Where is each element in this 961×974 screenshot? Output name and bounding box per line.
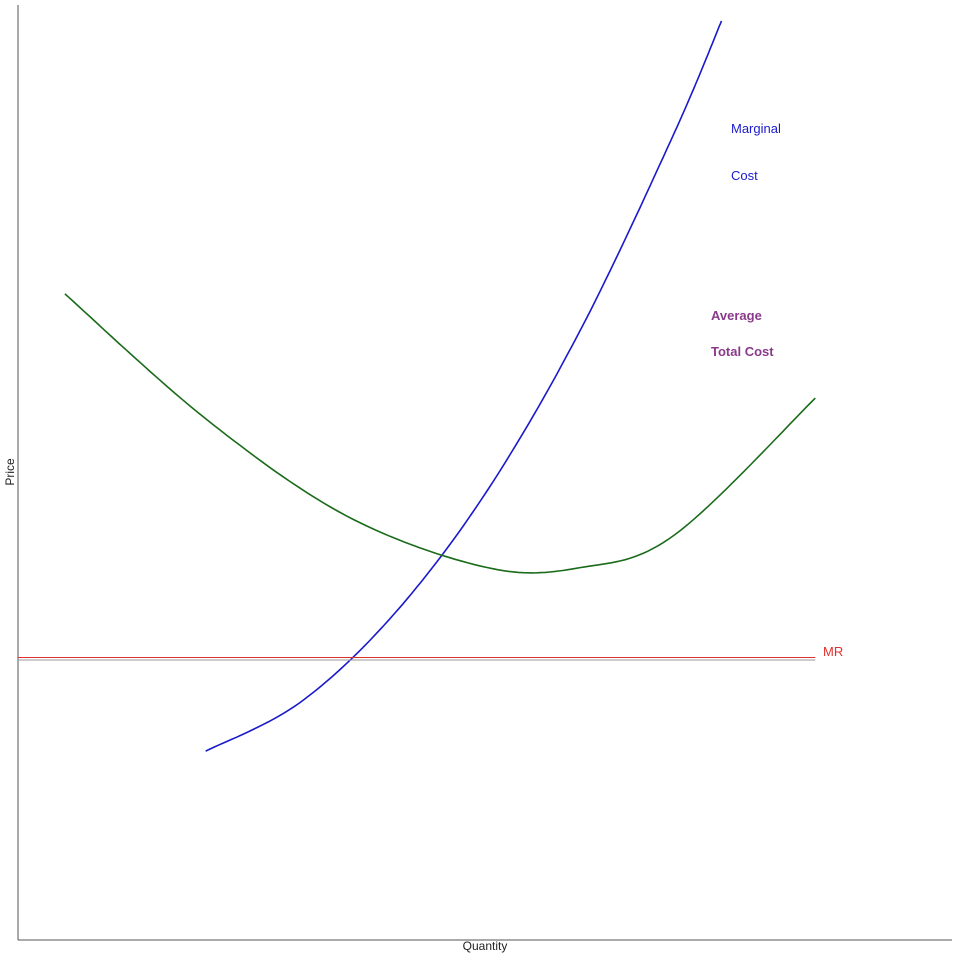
mr-label-line-1: MR	[823, 644, 843, 659]
x-axis-label: Quantity	[463, 939, 508, 953]
average-total-cost-label-line-2: Total Cost	[711, 344, 774, 359]
marginal-cost-label-line-2: Cost	[731, 168, 758, 183]
plot-area: Marginal Cost Average Total Cost MR	[18, 20, 843, 752]
average-total-cost-label-line-1: Average	[711, 308, 762, 323]
average-total-cost-curve	[64, 293, 816, 574]
marginal-cost-label-line-1: Marginal	[731, 121, 781, 136]
marginal-cost-curve	[205, 20, 723, 752]
y-axis-label: Price	[3, 458, 17, 486]
